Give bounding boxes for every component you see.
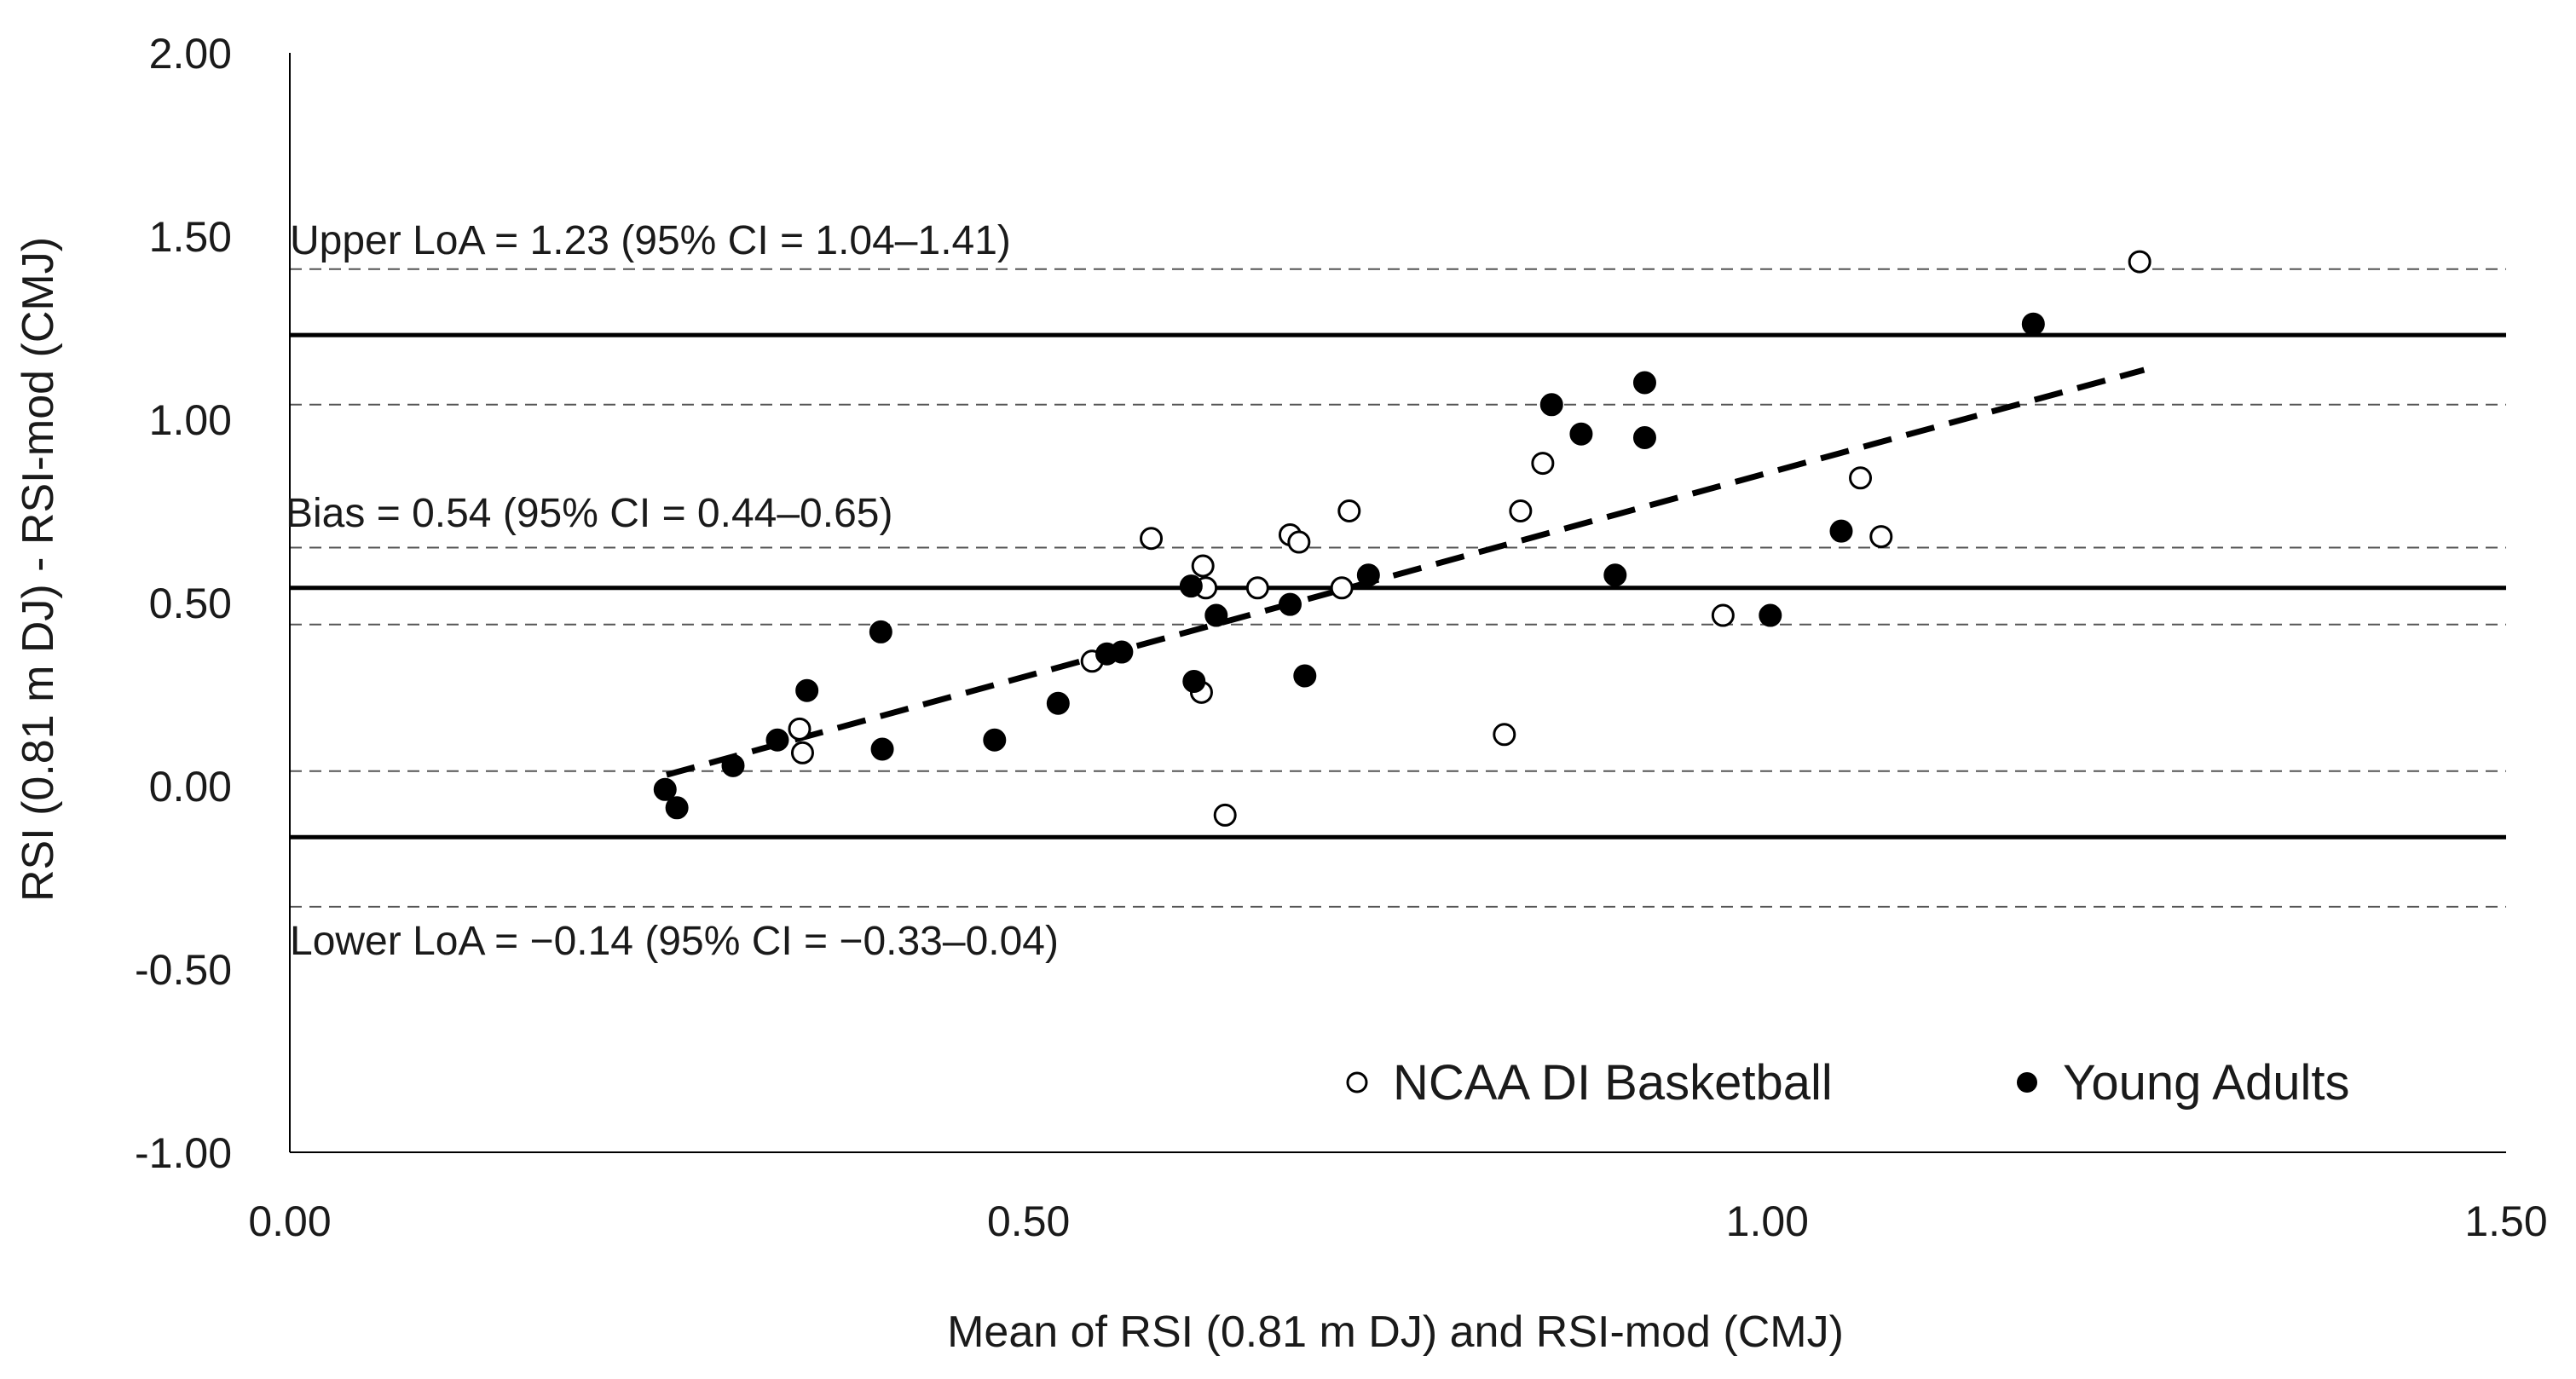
y-tick-label: 1.50 (149, 213, 232, 261)
legend-marker-ncaa (1346, 1071, 1368, 1093)
x-tick-label: 1.50 (2464, 1197, 2547, 1245)
point-ncaa-di-basketball (1509, 499, 1533, 522)
point-young-adults (1293, 664, 1317, 688)
point-young-adults (1603, 563, 1627, 587)
annotation-upper-loa: Upper LoA = 1.23 (95% CI = 1.04–1.41) (290, 218, 1011, 263)
point-ncaa-di-basketball (790, 741, 814, 765)
point-young-adults (1829, 519, 1853, 543)
y-tick-label: 2.00 (149, 30, 232, 78)
legend: NCAA DI Basketball Young Adults (1346, 1055, 2350, 1111)
point-young-adults (983, 728, 1007, 752)
point-young-adults (1632, 426, 1656, 449)
x-tick-label: 0.00 (248, 1197, 331, 1245)
point-young-adults (869, 620, 892, 643)
reference-lines (290, 268, 2506, 908)
point-young-adults (721, 753, 745, 777)
point-young-adults (1278, 592, 1302, 616)
y-tick-label: -1.00 (135, 1129, 232, 1177)
point-ncaa-di-basketball (1213, 803, 1237, 827)
point-ncaa-di-basketball (1337, 499, 1361, 522)
point-young-adults (870, 737, 894, 761)
point-young-adults (1179, 574, 1203, 598)
point-young-adults (2021, 312, 2045, 336)
point-ncaa-di-basketball (1869, 525, 1893, 549)
x-tick-label: 0.50 (987, 1197, 1070, 1245)
point-young-adults (765, 728, 789, 752)
point-young-adults (1632, 371, 1656, 395)
y-axis-title: RSI (0.81 m DJ) - RSI-mod (CMJ) (14, 237, 63, 902)
point-young-adults (1204, 603, 1228, 627)
point-ncaa-di-basketball (1493, 723, 1516, 747)
trend-line (666, 366, 2146, 778)
y-tick-label: 0.00 (149, 763, 232, 811)
point-young-adults (1182, 669, 1206, 693)
tick-labels: -1.00 -0.50 0.00 0.50 1.00 1.50 2.00 0.00 0.50 1.… (135, 30, 2548, 1245)
point-ncaa-di-basketball (1711, 603, 1735, 627)
point-ncaa-di-basketball (1849, 466, 1873, 490)
y-tick-label: 1.00 (149, 396, 232, 444)
point-ncaa-di-basketball (788, 717, 811, 741)
y-tick-label: -0.50 (135, 946, 232, 994)
legend-label-young-adults: Young Adults (2063, 1055, 2350, 1111)
point-ncaa-di-basketball (1330, 576, 1354, 600)
x-tick-label: 1.00 (1726, 1197, 1809, 1245)
x-axis-title: Mean of RSI (0.81 m DJ) and RSI-mod (CMJ… (947, 1307, 1844, 1357)
point-ncaa-di-basketball (1245, 576, 1269, 600)
point-ncaa-di-basketball (1191, 554, 1215, 578)
legend-label-ncaa: NCAA DI Basketball (1393, 1055, 1833, 1111)
data-points (653, 250, 2151, 827)
y-tick-label: 0.50 (149, 580, 232, 627)
point-ncaa-di-basketball (1287, 530, 1311, 554)
point-young-adults (795, 678, 819, 702)
annotation-lower-loa: Lower LoA = −0.14 (95% CI = −0.33–0.04) (290, 919, 1059, 964)
trend-line-group (666, 366, 2146, 778)
legend-marker-young-adults (2017, 1072, 2037, 1093)
point-young-adults (1356, 563, 1380, 587)
point-young-adults (1110, 640, 1134, 664)
point-young-adults (1759, 603, 1782, 627)
point-young-adults (653, 777, 677, 801)
annotation-bias: Bias = 0.54 (95% CI = 0.44–0.65) (286, 491, 892, 536)
axes (289, 53, 2506, 1153)
point-young-adults (665, 796, 689, 820)
point-young-adults (1539, 393, 1563, 417)
point-ncaa-di-basketball (2128, 250, 2151, 274)
point-young-adults (1569, 422, 1593, 446)
point-ncaa-di-basketball (1531, 452, 1555, 476)
point-ncaa-di-basketball (1140, 527, 1164, 551)
point-young-adults (1046, 691, 1070, 715)
